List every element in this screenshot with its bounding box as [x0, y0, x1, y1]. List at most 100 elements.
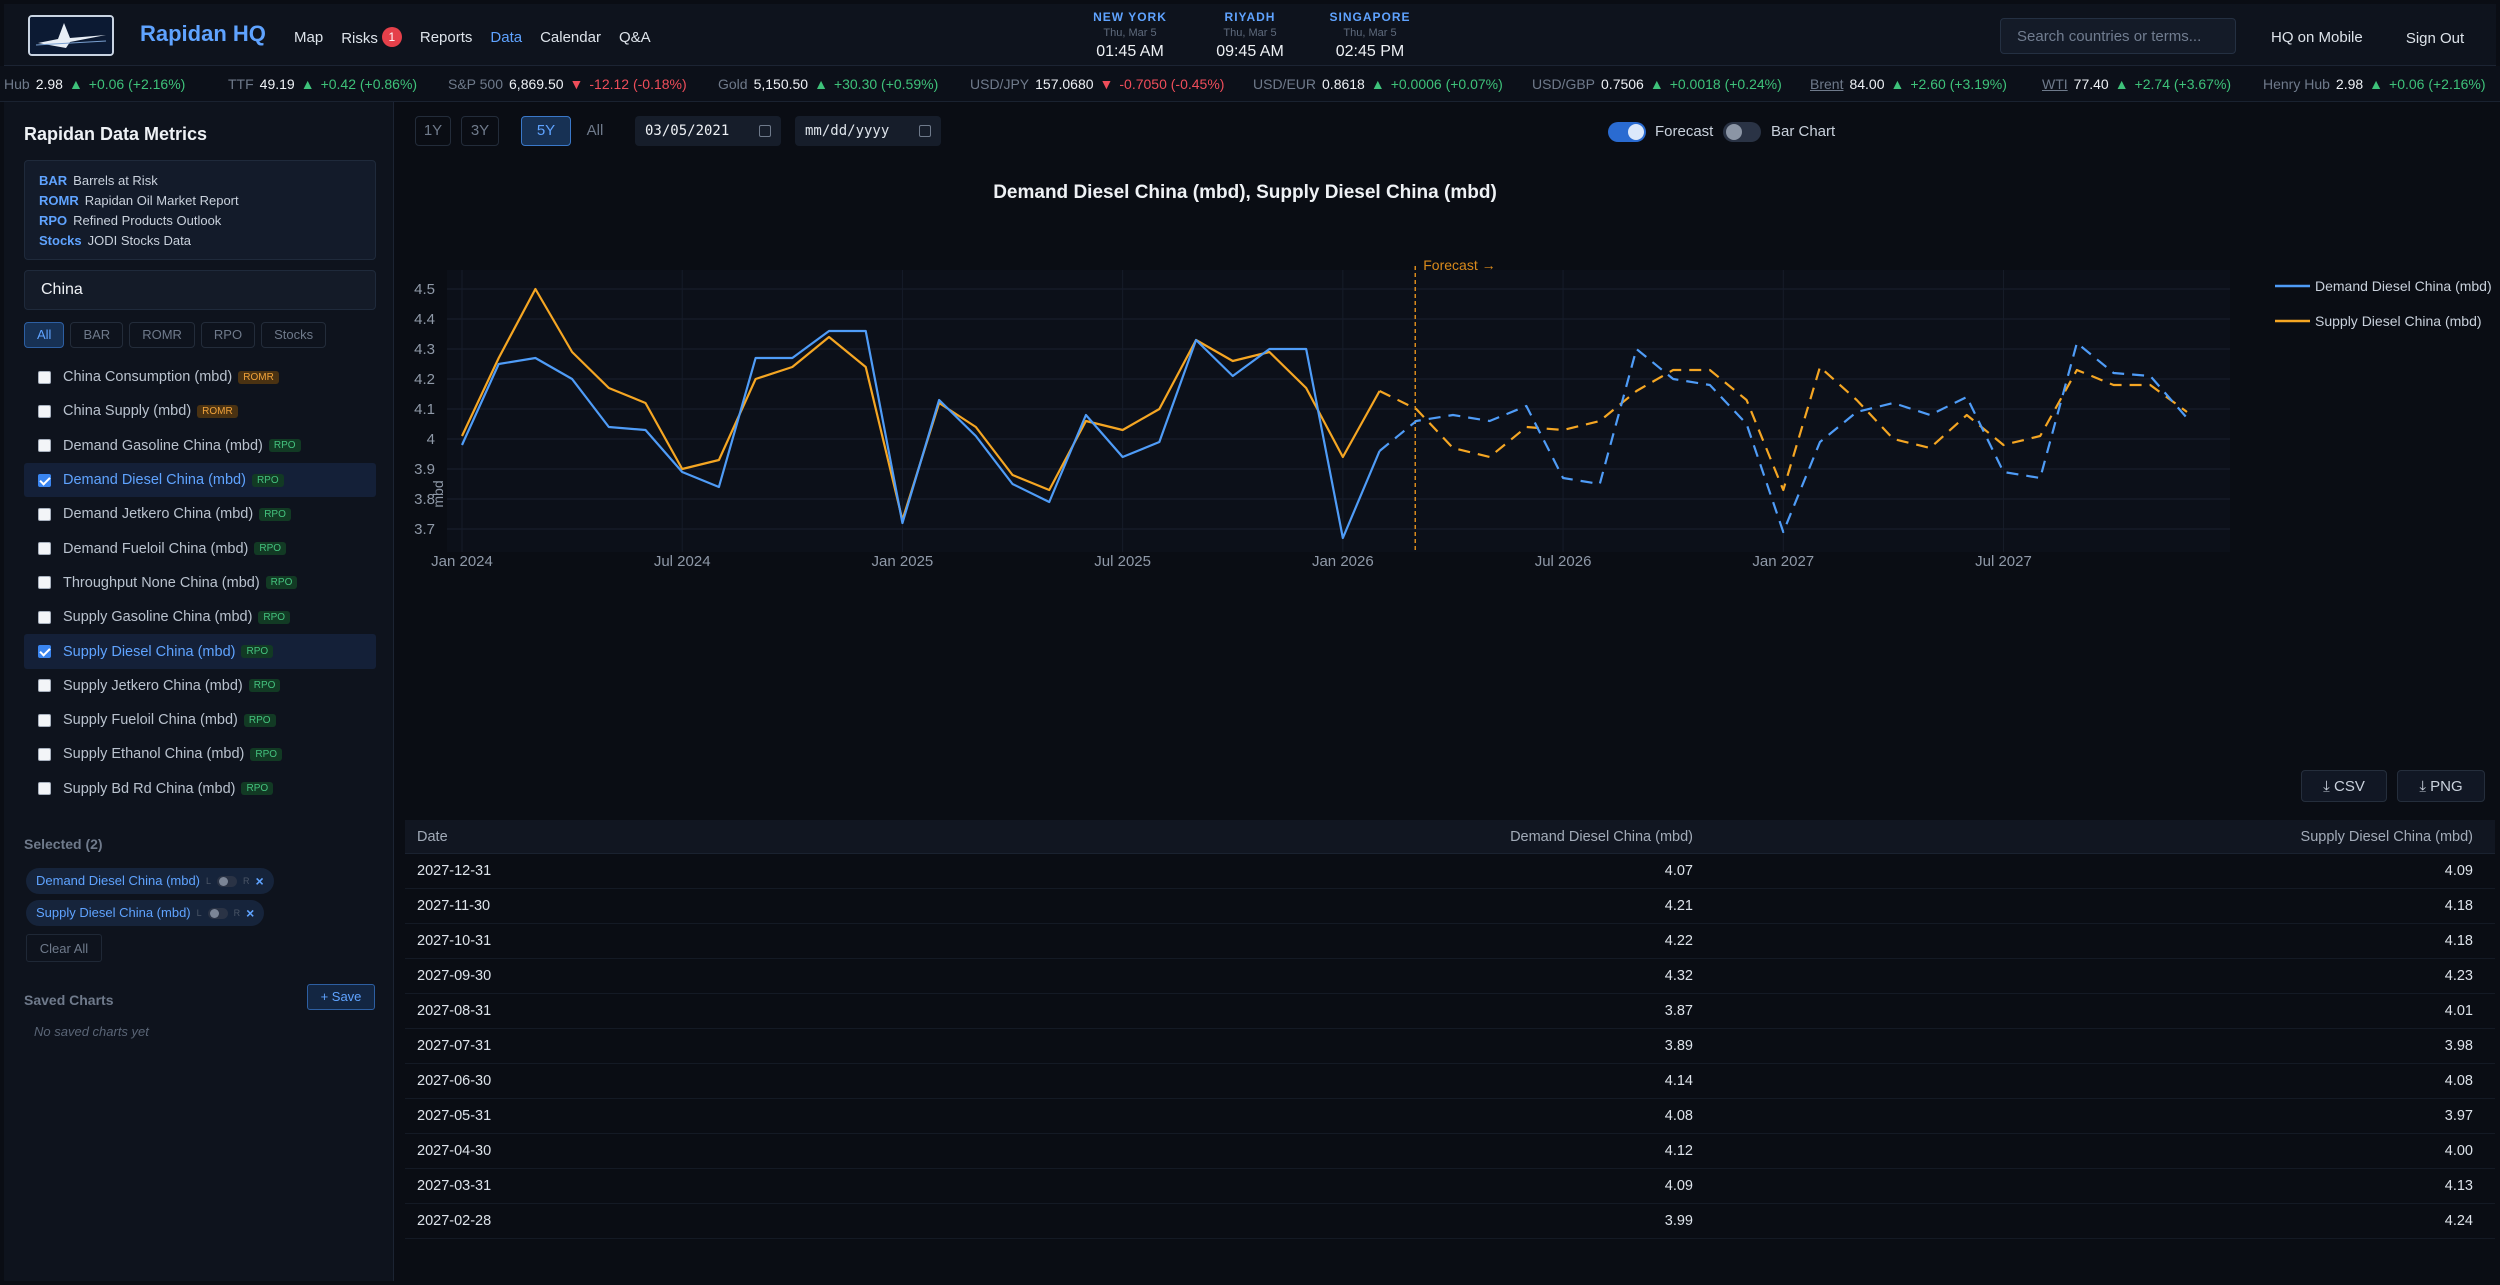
save-chart-button[interactable]: + Save — [307, 984, 375, 1010]
nav-map[interactable]: Map — [294, 29, 324, 46]
remove-chip-icon[interactable]: × — [255, 873, 264, 889]
ticker-price: 0.7506 — [1601, 76, 1644, 92]
calendar-icon[interactable] — [919, 125, 931, 137]
hq-mobile-link[interactable]: HQ on Mobile — [2271, 29, 2363, 46]
metric-checkbox[interactable] — [38, 576, 51, 590]
start-date-input[interactable]: 03/05/2021 — [635, 116, 781, 146]
range-3y[interactable]: 3Y — [461, 116, 499, 146]
metric-checkbox[interactable] — [38, 679, 51, 693]
metric-item[interactable]: Demand Diesel China (mbd) RPO — [24, 462, 376, 498]
ticker-name: TTF — [228, 76, 254, 92]
nav-reports[interactable]: Reports — [419, 29, 473, 46]
source-tag: RPO — [251, 473, 284, 487]
legend-text: JODI Stocks Data — [87, 233, 191, 248]
filter-bar[interactable]: BAR — [70, 322, 124, 348]
metric-item[interactable]: China Consumption (mbd) ROMR — [24, 360, 376, 394]
clock-time: 01:45 AM — [1096, 43, 1164, 60]
axis-toggle[interactable] — [207, 907, 228, 919]
metric-label: Demand Jetkero China (mbd) — [63, 506, 254, 523]
remove-chip-icon[interactable]: × — [246, 905, 255, 921]
clock-riyadh: RIYADH Thu, Mar 5 09:45 AM — [1200, 10, 1300, 61]
metric-label: Supply Jetkero China (mbd) — [63, 677, 243, 694]
global-search-input[interactable] — [2000, 18, 2236, 54]
filter-all[interactable]: All — [24, 322, 65, 348]
download-png-button[interactable]: ⤓ PNG — [2397, 770, 2485, 802]
metric-item[interactable]: Supply Diesel China (mbd) RPO — [24, 634, 376, 669]
cell-demand: 3.99 — [1664, 1213, 1693, 1229]
clock-date: Thu, Mar 5 — [1223, 27, 1277, 39]
nav-data[interactable]: Data — [490, 29, 523, 46]
metric-checkbox[interactable] — [38, 370, 51, 384]
range-all[interactable]: All — [586, 122, 604, 139]
metric-item[interactable]: Throughput None China (mbd) RPO — [24, 566, 376, 600]
metric-checkbox[interactable] — [38, 404, 51, 418]
metric-checkbox[interactable] — [38, 473, 51, 487]
download-csv-button[interactable]: ⤓ CSV — [2301, 770, 2387, 802]
nav-calendar[interactable]: Calendar — [540, 29, 601, 46]
range-5y[interactable]: 5Y — [521, 116, 571, 146]
ticker-name[interactable]: WTI — [2042, 76, 2068, 92]
ticker-name[interactable]: Brent — [1810, 76, 1844, 92]
legend-item: RPO Refined Products Outlook — [39, 211, 361, 231]
col-header-date[interactable]: Date — [417, 828, 448, 845]
cell-date: 2027-03-31 — [417, 1178, 492, 1194]
metric-checkbox[interactable] — [38, 747, 51, 761]
metric-item[interactable]: Supply Bd Rd China (mbd) RPO — [24, 772, 376, 806]
main-panel: 1Y 3Y 5Y All 03/05/2021 mm/dd/yyyy Forec… — [395, 102, 2496, 1281]
forecast-toggle[interactable] — [1608, 122, 1646, 142]
metric-filter-input[interactable] — [24, 270, 376, 310]
ticker-change: +2.60 (+3.19%) — [1910, 76, 2007, 92]
table-row: 2027-08-31 3.87 4.01 — [405, 994, 2495, 1029]
end-date-input[interactable]: mm/dd/yyyy — [795, 116, 941, 146]
cell-date: 2027-11-30 — [417, 898, 491, 914]
metric-item[interactable]: Supply Gasoline China (mbd) RPO — [24, 600, 376, 634]
y-tick-label: 4.2 — [414, 371, 435, 388]
ticker-price: 77.40 — [2073, 76, 2109, 92]
rapidan-logo[interactable] — [28, 15, 114, 56]
ticker-change: +0.42 (+0.86%) — [320, 76, 418, 92]
metric-checkbox[interactable] — [38, 782, 51, 796]
clear-all-button[interactable]: Clear All — [26, 934, 102, 962]
filter-rpo[interactable]: RPO — [200, 322, 256, 348]
metric-item[interactable]: Demand Gasoline China (mbd) RPO — [24, 429, 376, 463]
brand-name[interactable]: Rapidan HQ — [140, 21, 266, 46]
ticker-item: Henry Hub 2.98 ▲ +0.06 (+2.16%) — [2263, 76, 2486, 92]
bar-chart-toggle[interactable] — [1723, 122, 1761, 142]
sign-out-button[interactable]: Sign Out — [2405, 30, 2465, 47]
metric-item[interactable]: Supply Ethanol China (mbd) RPO — [24, 737, 376, 771]
col-header-demand[interactable]: Demand Diesel China (mbd) — [1510, 828, 1693, 845]
filter-romr[interactable]: ROMR — [129, 322, 195, 348]
metric-checkbox[interactable] — [38, 713, 51, 727]
legend-text: Rapidan Oil Market Report — [84, 193, 239, 208]
metric-checkbox[interactable] — [38, 610, 51, 624]
y-tick-label: 3.9 — [414, 461, 435, 478]
risks-count-badge: 1 — [381, 27, 402, 47]
metric-label: Throughput None China (mbd) — [63, 574, 260, 591]
axis-toggle[interactable] — [217, 875, 238, 887]
range-1y[interactable]: 1Y — [415, 116, 451, 146]
metric-checkbox[interactable] — [38, 542, 51, 556]
col-header-supply[interactable]: Supply Diesel China (mbd) — [2300, 828, 2473, 845]
download-icon: ⤓ — [2323, 778, 2334, 795]
forecast-line-demand — [1378, 341, 2188, 534]
metric-checkbox[interactable] — [38, 507, 51, 521]
metric-checkbox[interactable] — [38, 439, 51, 453]
metric-item[interactable]: Supply Fueloil China (mbd) RPO — [24, 703, 376, 737]
table-row: 2027-11-30 4.21 4.18 — [405, 889, 2495, 924]
metric-checkbox[interactable] — [38, 645, 51, 659]
axis-left-label: L — [196, 908, 202, 918]
cell-supply: 4.18 — [2444, 898, 2473, 914]
metric-item[interactable]: China Supply (mbd) ROMR — [24, 394, 376, 428]
nav-qa[interactable]: Q&A — [618, 29, 651, 46]
nav-risks[interactable]: Risks 1 — [341, 27, 402, 49]
metric-item[interactable]: Supply Jetkero China (mbd) RPO — [24, 669, 376, 703]
forecast-toggle-label: Forecast — [1655, 123, 1714, 140]
metric-item[interactable]: Demand Jetkero China (mbd) RPO — [24, 497, 376, 531]
line-chart[interactable]: 3.7 3.8 3.9 4 4.1 4.2 4.3 4.4 4.5 Jan 2024 Jul 202… — [395, 102, 2496, 762]
filter-stocks[interactable]: Stocks — [261, 322, 327, 348]
source-tag: RPO — [258, 610, 291, 624]
main-nav: Map Risks 1 Reports Data Calendar Q&A — [294, 27, 651, 49]
ticker-item: Gold 5,150.50 ▲ +30.30 (+0.59%) — [718, 76, 938, 92]
calendar-icon[interactable] — [759, 125, 771, 137]
metric-item[interactable]: Demand Fueloil China (mbd) RPO — [24, 531, 376, 565]
